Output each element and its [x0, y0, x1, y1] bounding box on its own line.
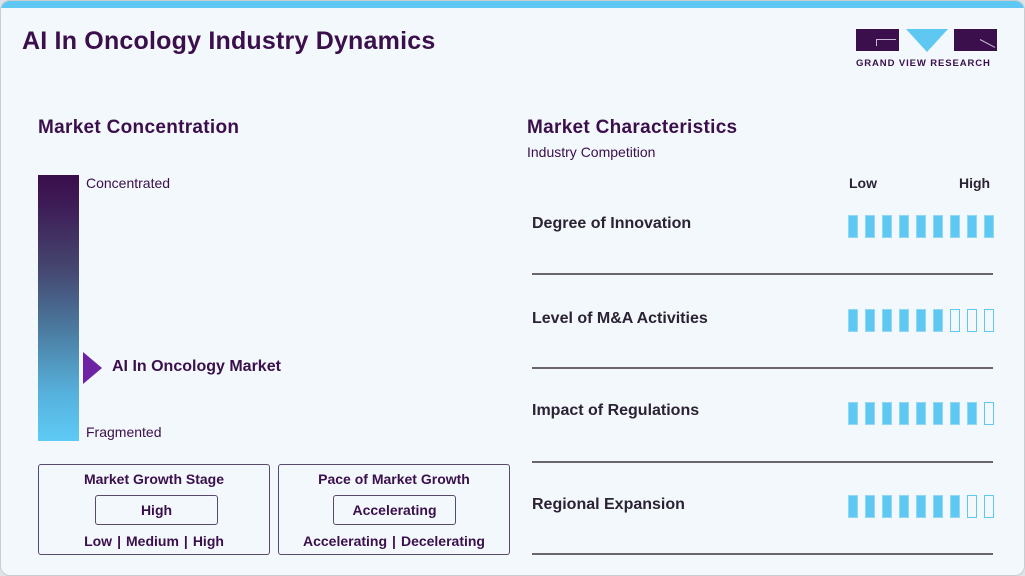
- top-accent-bar: [1, 1, 1024, 8]
- level-segment-empty: [967, 495, 977, 518]
- level-segment-filled: [916, 215, 926, 238]
- characteristic-label: Level of M&A Activities: [532, 310, 708, 327]
- concentrated-label: Concentrated: [86, 175, 171, 191]
- market-characteristics-title: Market Characteristics: [527, 117, 738, 138]
- level-segment-filled: [950, 402, 960, 425]
- level-segment-filled: [950, 495, 960, 518]
- logo-text: GRAND VIEW RESEARCH: [856, 58, 991, 69]
- level-segment-filled: [899, 309, 909, 332]
- level-segment-empty: [984, 402, 994, 425]
- option-high: High: [192, 533, 224, 549]
- level-segment-filled: [848, 309, 858, 332]
- characteristic-level-meter: [848, 309, 994, 332]
- characteristic-level-meter: [848, 215, 994, 238]
- growth-pace-options: Accelerating | Decelerating: [302, 533, 485, 549]
- industry-competition-subtitle: Industry Competition: [527, 144, 656, 160]
- row-divider: [532, 367, 993, 369]
- level-segment-filled: [916, 495, 926, 518]
- option-low: Low: [84, 533, 113, 549]
- level-segment-filled: [882, 402, 892, 425]
- level-segment-empty: [967, 309, 977, 332]
- level-segment-filled: [933, 495, 943, 518]
- level-segment-filled: [899, 215, 909, 238]
- level-segment-filled: [882, 495, 892, 518]
- concentration-gradient-bar: [38, 175, 79, 441]
- level-segment-filled: [865, 495, 875, 518]
- growth-pace-title: Pace of Market Growth: [318, 471, 470, 487]
- level-segment-filled: [882, 215, 892, 238]
- option-accelerating: Accelerating: [302, 533, 388, 549]
- level-segment-filled: [848, 215, 858, 238]
- market-position-marker-icon: [83, 352, 102, 384]
- level-segment-filled: [967, 402, 977, 425]
- logo-g-line: [876, 39, 896, 40]
- characteristic-label: Regional Expansion: [532, 496, 685, 513]
- characteristic-level-meter: [848, 402, 994, 425]
- level-segment-filled: [933, 215, 943, 238]
- level-segment-filled: [865, 309, 875, 332]
- level-segment-filled: [916, 402, 926, 425]
- growth-stage-title: Market Growth Stage: [83, 471, 225, 487]
- level-segment-filled: [865, 402, 875, 425]
- characteristic-level-meter: [848, 495, 994, 518]
- level-segment-filled: [848, 495, 858, 518]
- characteristic-label: Impact of Regulations: [532, 402, 700, 419]
- level-segment-filled: [865, 215, 875, 238]
- option-medium: Medium: [126, 533, 179, 549]
- pace-of-market-growth-box: Pace of Market Growth Accelerating Accel…: [278, 464, 510, 555]
- level-segment-filled: [916, 309, 926, 332]
- level-segment-filled: [933, 309, 943, 332]
- scale-high-label: High: [959, 175, 991, 191]
- grand-view-research-logo: GRAND VIEW RESEARCH: [856, 29, 998, 71]
- level-segment-filled: [984, 215, 994, 238]
- growth-pace-value: Accelerating: [333, 495, 456, 525]
- level-segment-filled: [899, 402, 909, 425]
- fragmented-label: Fragmented: [86, 424, 162, 440]
- level-segment-empty: [984, 309, 994, 332]
- page-title: AI In Oncology Industry Dynamics: [22, 27, 436, 55]
- growth-stage-options: Low | Medium | High: [84, 533, 224, 549]
- market-growth-stage-box: Market Growth Stage High Low | Medium | High: [38, 464, 270, 555]
- growth-stage-value: High: [95, 495, 218, 525]
- level-segment-filled: [933, 402, 943, 425]
- level-segment-filled: [899, 495, 909, 518]
- level-segment-filled: [950, 215, 960, 238]
- characteristic-label: Degree of Innovation: [532, 215, 692, 232]
- level-segment-filled: [882, 309, 892, 332]
- row-divider: [532, 273, 993, 275]
- level-segment-empty: [950, 309, 960, 332]
- logo-g-block-icon: [856, 29, 899, 51]
- logo-g-line-vertical: [876, 39, 877, 46]
- market-position-label: AI In Oncology Market: [112, 358, 281, 375]
- row-divider: [532, 461, 993, 463]
- logo-r-block-icon: [954, 29, 997, 51]
- market-concentration-title: Market Concentration: [38, 117, 240, 138]
- level-segment-empty: [984, 495, 994, 518]
- level-segment-filled: [848, 402, 858, 425]
- option-decelerating: Decelerating: [400, 533, 485, 549]
- logo-v-triangle-icon: [906, 29, 948, 52]
- scale-low-label: Low: [849, 175, 877, 191]
- row-divider: [532, 553, 993, 555]
- level-segment-filled: [967, 215, 977, 238]
